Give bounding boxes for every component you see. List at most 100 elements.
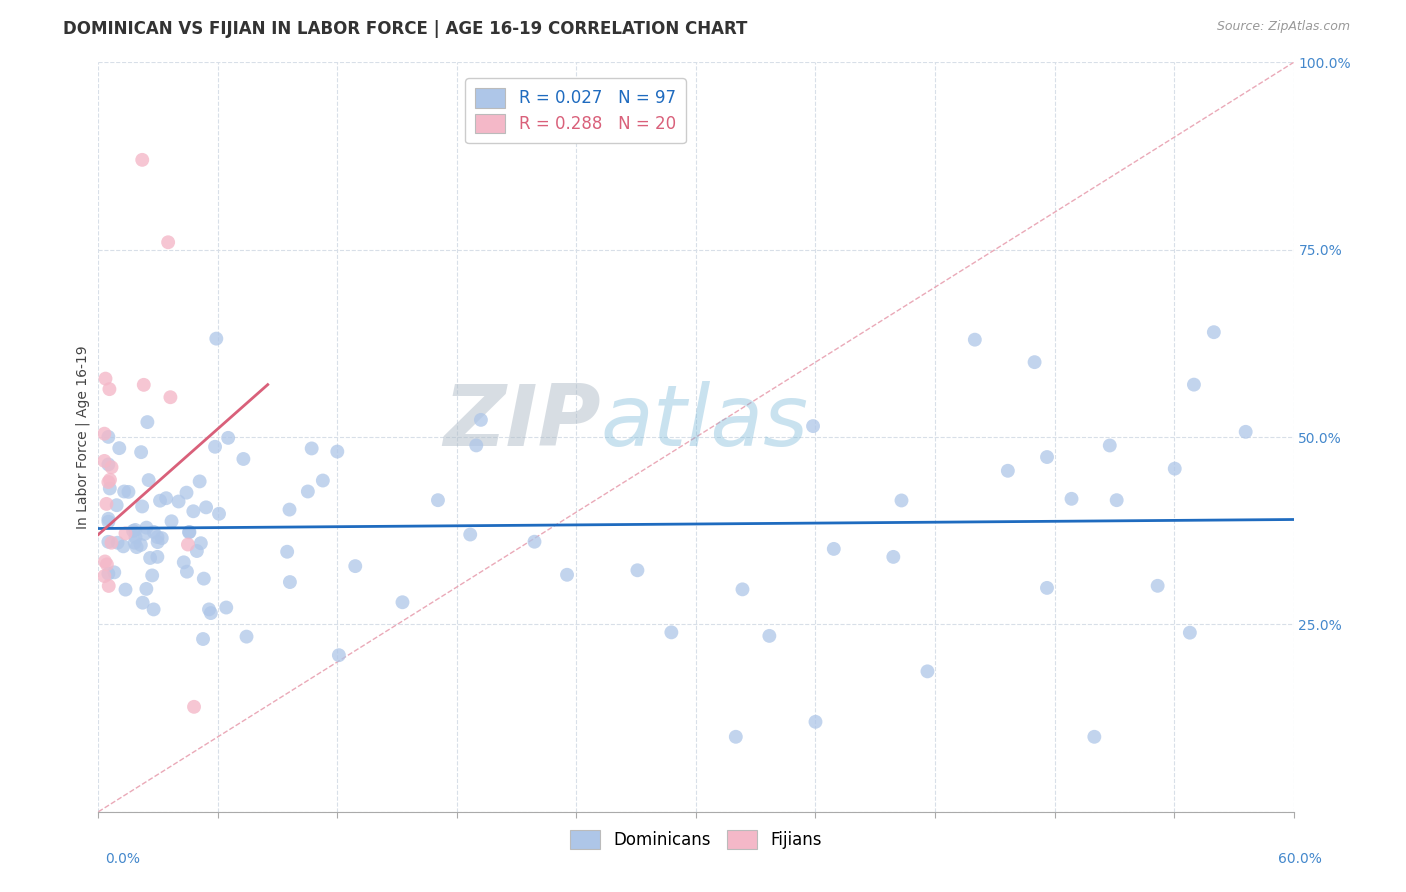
Point — [328, 648, 350, 663]
Point — [167, 494, 190, 508]
Point — [917, 665, 939, 679]
Point — [1024, 355, 1046, 369]
Point — [470, 413, 492, 427]
Point — [96, 497, 118, 511]
Point — [97, 534, 120, 549]
Point — [190, 536, 212, 550]
Point — [97, 430, 120, 444]
Point — [135, 582, 157, 596]
Point — [124, 530, 146, 544]
Point — [200, 606, 222, 620]
Point — [125, 540, 148, 554]
Text: 60.0%: 60.0% — [1278, 852, 1322, 866]
Point — [142, 524, 165, 539]
Point — [731, 582, 754, 597]
Point — [146, 549, 169, 564]
Point — [100, 535, 122, 549]
Point — [134, 527, 156, 541]
Point — [103, 566, 125, 580]
Text: ZIP: ZIP — [443, 381, 600, 464]
Text: atlas: atlas — [600, 381, 808, 464]
Point — [177, 525, 200, 540]
Point — [94, 371, 117, 385]
Point — [183, 699, 205, 714]
Point — [205, 332, 228, 346]
Point — [191, 632, 214, 646]
Point — [155, 491, 177, 506]
Point — [1098, 438, 1121, 452]
Point — [890, 493, 912, 508]
Point — [98, 382, 121, 396]
Point — [114, 582, 136, 597]
Point — [758, 629, 780, 643]
Point — [465, 438, 488, 452]
Point — [138, 473, 160, 487]
Point — [98, 482, 121, 496]
Legend: Dominicans, Fijians: Dominicans, Fijians — [564, 823, 828, 855]
Point — [93, 426, 115, 441]
Point — [208, 507, 231, 521]
Point — [139, 551, 162, 566]
Point — [150, 531, 173, 545]
Point — [129, 445, 152, 459]
Point — [276, 545, 298, 559]
Point — [149, 493, 172, 508]
Point — [97, 458, 120, 472]
Point — [215, 600, 238, 615]
Point — [97, 475, 120, 489]
Point — [129, 538, 152, 552]
Point — [724, 730, 747, 744]
Point — [114, 526, 136, 541]
Point — [97, 512, 120, 526]
Point — [297, 484, 319, 499]
Point — [93, 454, 115, 468]
Point — [1105, 493, 1128, 508]
Point — [112, 484, 135, 499]
Point — [157, 235, 180, 250]
Point — [232, 452, 254, 467]
Point — [458, 527, 481, 541]
Point — [1234, 425, 1257, 439]
Point — [173, 555, 195, 569]
Point — [626, 563, 648, 577]
Point — [963, 333, 986, 347]
Point — [391, 595, 413, 609]
Point — [1178, 625, 1201, 640]
Point — [235, 630, 257, 644]
Point — [132, 377, 155, 392]
Point — [1164, 461, 1187, 475]
Text: 0.0%: 0.0% — [105, 852, 141, 866]
Point — [882, 549, 904, 564]
Point — [135, 521, 157, 535]
Point — [1060, 491, 1083, 506]
Text: Source: ZipAtlas.com: Source: ZipAtlas.com — [1216, 20, 1350, 33]
Point — [93, 569, 115, 583]
Point — [117, 484, 139, 499]
Point — [122, 524, 145, 538]
Point — [198, 602, 221, 616]
Point — [124, 523, 146, 537]
Point — [659, 625, 682, 640]
Point — [176, 485, 198, 500]
Point — [146, 530, 169, 544]
Point — [160, 514, 183, 528]
Point — [105, 498, 128, 512]
Point — [1182, 377, 1205, 392]
Point — [141, 568, 163, 582]
Point — [186, 544, 208, 558]
Text: DOMINICAN VS FIJIAN IN LABOR FORCE | AGE 16-19 CORRELATION CHART: DOMINICAN VS FIJIAN IN LABOR FORCE | AGE… — [63, 20, 748, 37]
Point — [183, 504, 205, 518]
Point — [177, 537, 200, 551]
Point — [555, 567, 578, 582]
Point — [217, 431, 239, 445]
Point — [146, 535, 169, 549]
Point — [97, 579, 120, 593]
Point — [804, 714, 827, 729]
Point — [188, 475, 211, 489]
Point — [193, 572, 215, 586]
Point — [96, 558, 118, 572]
Point — [301, 442, 323, 456]
Point — [94, 554, 117, 568]
Point — [131, 500, 153, 514]
Point — [278, 502, 301, 516]
